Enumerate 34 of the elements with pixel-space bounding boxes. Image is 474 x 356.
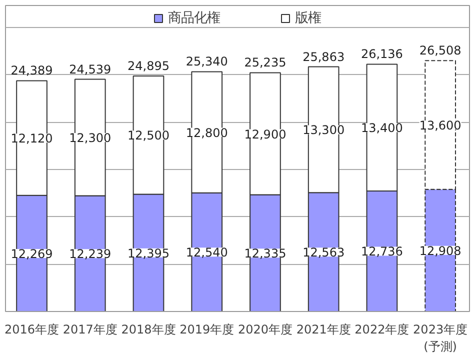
data-label: 12,269 <box>10 246 53 261</box>
x-tick-label: 2023年度 (予測) <box>413 322 468 354</box>
total-label: 25,340 <box>186 54 228 69</box>
data-label: 12,800 <box>186 126 228 140</box>
x-tick-label: 2020年度 <box>238 322 292 336</box>
data-label: 12,335 <box>244 246 286 261</box>
x-tick-label: 2022年度 <box>354 322 410 336</box>
data-label: 12,908 <box>419 244 462 258</box>
legend-label: 版権 <box>295 10 321 27</box>
total-label: 24,389 <box>10 64 53 78</box>
data-label: 13,600 <box>419 118 462 133</box>
x-tick-label: 2019年度 <box>180 322 234 336</box>
data-label: 12,900 <box>244 127 286 142</box>
data-label: 12,540 <box>186 246 228 260</box>
data-label: 12,239 <box>69 247 112 262</box>
data-label: 12,563 <box>302 246 345 260</box>
total-label: 24,539 <box>69 62 112 76</box>
data-label: 12,736 <box>360 244 403 259</box>
data-label: 13,300 <box>302 123 345 138</box>
x-tick-label: 2016年度 <box>4 322 60 336</box>
data-label: 12,500 <box>128 128 170 143</box>
x-tick-label: 2017年度 <box>62 322 118 336</box>
total-label: 24,895 <box>128 58 170 73</box>
data-label: 12,120 <box>10 132 53 146</box>
x-tick-label: 2018年度 <box>121 322 176 336</box>
x-tick-label: 2021年度 <box>296 322 351 336</box>
data-label: 12,300 <box>69 131 112 146</box>
data-label: 13,400 <box>360 121 403 136</box>
total-label: 26,508 <box>419 44 462 58</box>
total-label: 25,863 <box>302 50 345 64</box>
legend-label: 商品化権 <box>168 10 220 27</box>
data-label: 12,395 <box>128 246 170 260</box>
total-label: 26,136 <box>360 47 403 62</box>
total-label: 25,235 <box>244 56 286 70</box>
